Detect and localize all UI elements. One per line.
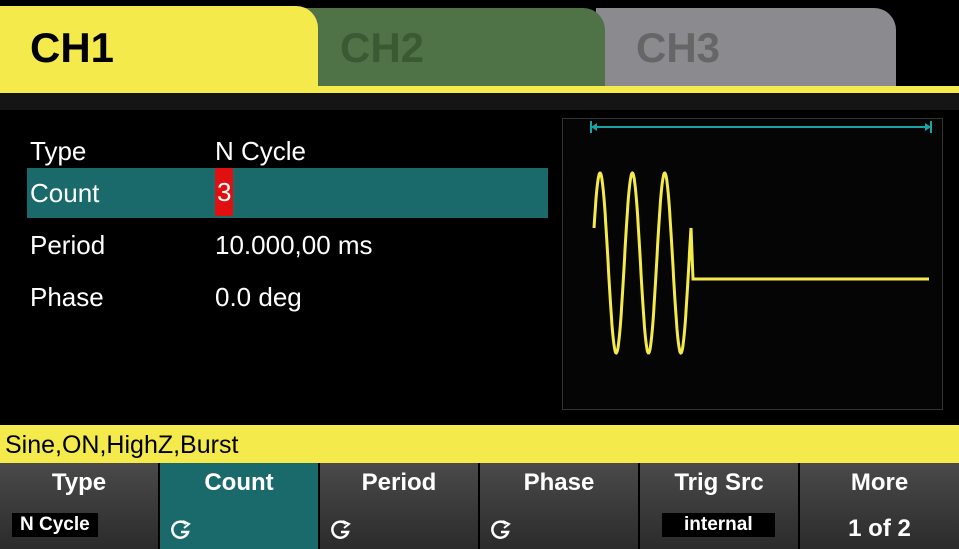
softkey[interactable]: Type N Cycle (0, 463, 158, 549)
status-bar: Sine,ON,HighZ,Burst (0, 425, 959, 463)
param-value: 0.0 deg (215, 282, 302, 312)
header-strip (0, 93, 959, 110)
softkey-label: Period (361, 469, 437, 496)
softkey[interactable]: Period (320, 463, 478, 549)
knob-icon (331, 520, 351, 539)
softkey[interactable]: Count (160, 463, 318, 549)
param-value: 10.000,00 ms (215, 230, 373, 260)
param-row[interactable]: Type N Cycle (27, 126, 548, 176)
ch1-tab[interactable]: CH1 (0, 6, 318, 90)
param-row[interactable]: Phase 0.0 deg (27, 272, 548, 322)
param-label: Phase (30, 282, 104, 312)
softkey-label: Trig Src (674, 469, 764, 496)
knob-icon (171, 520, 191, 539)
param-label: Type (30, 136, 87, 166)
softkey-value: 1 of 2 (848, 515, 911, 542)
softkey[interactable]: Trig Src internal (640, 463, 798, 549)
param-value: N Cycle (215, 136, 307, 166)
softkey-value: internal (662, 513, 775, 537)
softkey-value: N Cycle (12, 513, 98, 537)
param-row[interactable]: Count 3 (27, 168, 548, 218)
ch3-tab[interactable]: CH3 (596, 8, 896, 88)
softkey-label: More (850, 469, 909, 496)
waveform-svg (590, 121, 932, 355)
softkey[interactable]: Phase (480, 463, 638, 549)
knob-icon (491, 520, 511, 539)
param-label: Count (30, 178, 100, 208)
param-label: Period (30, 230, 106, 260)
tab-underline (0, 86, 959, 93)
softkey-label: Phase (523, 469, 595, 496)
waveform-preview (562, 118, 943, 410)
softkey[interactable]: More 1 of 2 (800, 463, 959, 549)
softkey-label: Count (204, 469, 274, 496)
param-value: 3 (215, 168, 234, 216)
burst-wave (592, 171, 929, 355)
ch2-tab[interactable]: CH2 (300, 8, 605, 88)
param-row[interactable]: Period 10.000,00 ms (27, 220, 548, 270)
softkey-label: Type (51, 469, 107, 496)
